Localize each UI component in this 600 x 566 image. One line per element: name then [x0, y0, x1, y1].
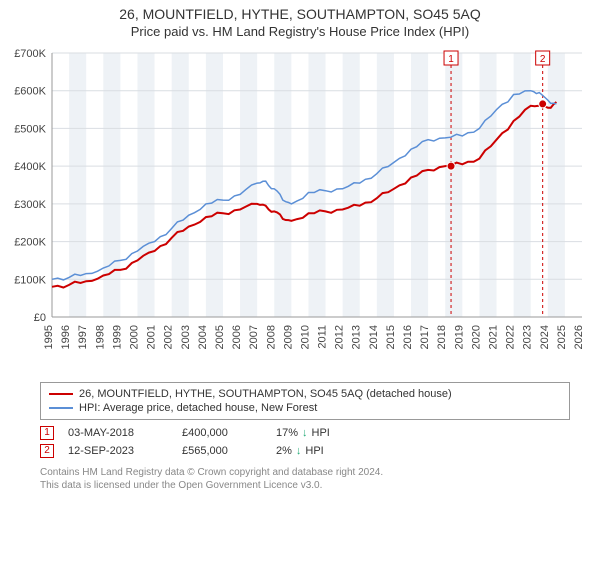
legend-label: 26, MOUNTFIELD, HYTHE, SOUTHAMPTON, SO45…: [79, 388, 452, 400]
sale-price: £565,000: [182, 445, 262, 457]
grid-band: [206, 53, 223, 317]
grid-band: [308, 53, 325, 317]
x-tick-label: 2025: [556, 325, 568, 349]
x-tick-label: 2011: [317, 325, 329, 349]
x-tick-label: 2007: [248, 325, 260, 349]
x-tick-label: 2023: [522, 325, 534, 349]
x-tick-label: 2019: [453, 325, 465, 349]
x-tick-label: 2002: [163, 325, 175, 349]
sale-marker-number: 1: [448, 54, 454, 65]
grid-band: [548, 53, 565, 317]
sale-point: [539, 100, 547, 108]
sale-date: 03-MAY-2018: [68, 427, 168, 439]
x-tick-label: 2004: [197, 325, 209, 349]
x-tick-label: 2016: [402, 325, 414, 349]
legend-row: 26, MOUNTFIELD, HYTHE, SOUTHAMPTON, SO45…: [49, 387, 561, 401]
y-tick-label: £500K: [14, 123, 46, 135]
x-tick-label: 2010: [299, 325, 311, 349]
x-tick-label: 2017: [419, 325, 431, 349]
sale-diff-suffix: HPI: [312, 427, 330, 439]
sale-row: 1 03-MAY-2018 £400,000 17% ↓ HPI: [40, 424, 570, 442]
x-tick-label: 1998: [94, 325, 106, 349]
grid-band: [445, 53, 462, 317]
x-tick-label: 2022: [505, 325, 517, 349]
sale-price: £400,000: [182, 427, 262, 439]
sale-point: [447, 162, 455, 170]
sales-table: 103-MAY-2018£400,00017%↓HPI212-SEP-2023£…: [40, 424, 570, 460]
y-tick-label: £200K: [14, 237, 46, 249]
grid-band: [479, 53, 496, 317]
x-tick-label: 2014: [368, 325, 380, 349]
x-tick-label: 2018: [436, 325, 448, 349]
grid-band: [172, 53, 189, 317]
page-title: 26, MOUNTFIELD, HYTHE, SOUTHAMPTON, SO45…: [0, 6, 600, 22]
x-tick-label: 2026: [573, 325, 585, 349]
y-tick-label: £300K: [14, 199, 46, 211]
x-tick-label: 2000: [128, 325, 140, 349]
x-tick-label: 1995: [43, 325, 55, 349]
grid-band: [377, 53, 394, 317]
x-tick-label: 2009: [282, 325, 294, 349]
y-tick-label: £400K: [14, 161, 46, 173]
footer-attribution: Contains HM Land Registry data © Crown c…: [40, 466, 570, 492]
y-tick-label: £600K: [14, 86, 46, 98]
x-tick-label: 1999: [111, 325, 123, 349]
x-tick-label: 2006: [231, 325, 243, 349]
page-subtitle: Price paid vs. HM Land Registry's House …: [0, 24, 600, 39]
x-tick-label: 2015: [385, 325, 397, 349]
grid-band: [69, 53, 86, 317]
legend-swatch: [49, 393, 73, 395]
footer-line: Contains HM Land Registry data © Crown c…: [40, 466, 570, 479]
grid-band: [240, 53, 257, 317]
x-tick-label: 2013: [351, 325, 363, 349]
grid-band: [137, 53, 154, 317]
x-tick-label: 2020: [470, 325, 482, 349]
x-tick-label: 1996: [60, 325, 72, 349]
x-tick-label: 2003: [180, 325, 192, 349]
sale-marker: 1: [40, 426, 54, 440]
sale-row: 2 12-SEP-2023 £565,000 2% ↓HPI: [40, 442, 570, 460]
legend-row: HPI: Average price, detached house, New …: [49, 401, 561, 415]
sale-date: 12-SEP-2023: [68, 445, 168, 457]
chart-area: £0 £100K £200K £300K £400K £500K £600K £700K 199…: [0, 43, 600, 376]
x-tick-label: 2001: [146, 325, 158, 349]
legend-label: HPI: Average price, detached house, New …: [79, 402, 317, 414]
arrow-down-icon: ↓: [296, 445, 302, 457]
x-tick-label: 2021: [488, 325, 500, 349]
y-tick-label: £700K: [14, 48, 46, 60]
x-tick-label: 2024: [539, 325, 551, 349]
legend-swatch: [49, 407, 73, 409]
sale-marker-number: 2: [540, 54, 546, 65]
sale-diff-pct: 17%: [276, 427, 298, 439]
arrow-down-icon: ↓: [302, 427, 308, 439]
grid-band: [274, 53, 291, 317]
x-tick-label: 2005: [214, 325, 226, 349]
footer-line: This data is licensed under the Open Gov…: [40, 479, 570, 492]
sale-diff: 17% ↓ HPI: [276, 427, 366, 439]
line-chart: £0 £100K £200K £300K £400K £500K £600K £700K 199…: [0, 43, 600, 373]
y-tick-label: £0: [34, 312, 46, 324]
sale-diff-pct: 2%: [276, 445, 292, 457]
y-tick-label: £100K: [14, 274, 46, 286]
x-tick-label: 2008: [265, 325, 277, 349]
chart-container: 26, MOUNTFIELD, HYTHE, SOUTHAMPTON, SO45…: [0, 6, 600, 566]
x-tick-label: 1997: [77, 325, 89, 349]
x-tick-label: 2012: [334, 325, 346, 349]
grid-band: [103, 53, 120, 317]
grid-band: [411, 53, 428, 317]
legend: 26, MOUNTFIELD, HYTHE, SOUTHAMPTON, SO45…: [40, 382, 570, 420]
sale-diff: 2% ↓HPI: [276, 445, 366, 457]
sale-diff-suffix: HPI: [305, 445, 323, 457]
sale-marker: 2: [40, 444, 54, 458]
